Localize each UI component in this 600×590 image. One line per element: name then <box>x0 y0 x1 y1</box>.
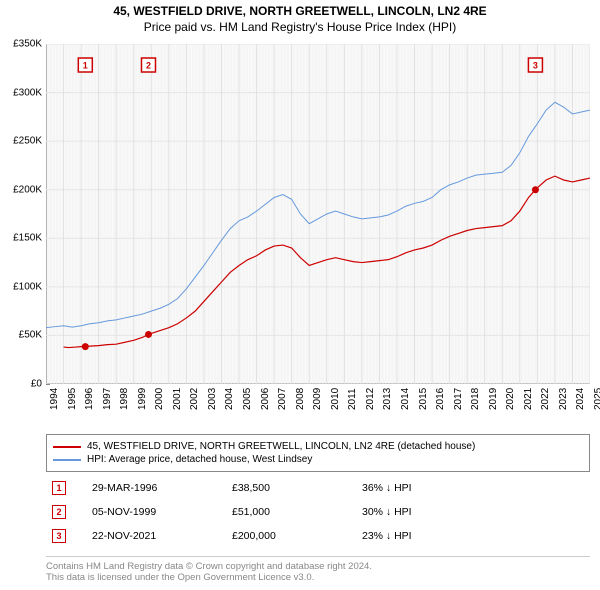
marker-table-badge: 3 <box>52 529 66 543</box>
x-tick-label: 2004 <box>224 388 235 410</box>
x-tick-label: 1999 <box>137 388 148 410</box>
x-tick-label: 2001 <box>172 388 183 410</box>
legend-item: HPI: Average price, detached house, West… <box>53 454 583 465</box>
y-tick-label: £200K <box>13 184 42 195</box>
chart-container: 45, WESTFIELD DRIVE, NORTH GREETWELL, LI… <box>0 0 600 590</box>
x-tick-label: 2022 <box>540 388 551 410</box>
x-tick-label: 2016 <box>435 388 446 410</box>
x-tick-label: 2011 <box>347 388 358 410</box>
x-tick-label: 2023 <box>558 388 569 410</box>
marker-table-price: £51,000 <box>232 506 362 518</box>
plot-svg: 1 2 3 <box>46 44 590 384</box>
x-tick-label: 2024 <box>575 388 586 410</box>
legend-item: 45, WESTFIELD DRIVE, NORTH GREETWELL, LI… <box>53 441 583 452</box>
marker-table-pct: 30% ↓ HPI <box>362 506 412 518</box>
footer-line2: This data is licensed under the Open Gov… <box>46 572 590 583</box>
x-tick-label: 2002 <box>189 388 200 410</box>
legend-label: 45, WESTFIELD DRIVE, NORTH GREETWELL, LI… <box>87 441 475 452</box>
y-tick-label: £250K <box>13 136 42 147</box>
marker-dot-2 <box>145 331 152 338</box>
y-tick-label: £150K <box>13 233 42 244</box>
x-tick-label: 1996 <box>84 388 95 410</box>
x-tick-label: 2010 <box>330 388 341 410</box>
marker-badge-3: 3 <box>528 58 542 72</box>
marker-dot-1 <box>82 343 89 350</box>
marker-dot-3 <box>532 186 539 193</box>
x-tick-label: 2015 <box>418 388 429 410</box>
x-tick-label: 1995 <box>67 388 78 410</box>
legend: 45, WESTFIELD DRIVE, NORTH GREETWELL, LI… <box>46 434 590 472</box>
x-tick-label: 2020 <box>505 388 516 410</box>
legend-label: HPI: Average price, detached house, West… <box>87 454 312 465</box>
x-tick-label: 2017 <box>453 388 464 410</box>
marker-table-date: 22-NOV-2021 <box>92 530 232 542</box>
x-tick-label: 2009 <box>312 388 323 410</box>
legend-swatch <box>53 459 81 461</box>
marker-table-pct: 23% ↓ HPI <box>362 530 412 542</box>
marker-table-price: £200,000 <box>232 530 362 542</box>
x-tick-label: 2000 <box>154 388 165 410</box>
marker-table-pct: 36% ↓ HPI <box>362 482 412 494</box>
x-tick-label: 2021 <box>523 388 534 410</box>
x-axis: 1994 1995 1996 1997 1998 1999 2000 2001 2002 2003… <box>46 384 590 434</box>
x-tick-label: 2018 <box>470 388 481 410</box>
svg-text:2: 2 <box>146 61 151 71</box>
x-tick-label: 2008 <box>295 388 306 410</box>
x-tick-label: 1997 <box>102 388 113 410</box>
x-tick-label: 2007 <box>277 388 288 410</box>
x-tick-label: 2006 <box>260 388 271 410</box>
x-tick-label: 2005 <box>242 388 253 410</box>
marker-table-badge: 1 <box>52 481 66 495</box>
x-tick-label: 2013 <box>382 388 393 410</box>
x-tick-label: 2025 <box>593 388 600 410</box>
x-tick-label: 1994 <box>49 388 60 410</box>
chart-title-address: 45, WESTFIELD DRIVE, NORTH GREETWELL, LI… <box>0 4 600 18</box>
marker-table-price: £38,500 <box>232 482 362 494</box>
marker-table-row: 1 29-MAR-1996£38,50036% ↓ HPI <box>46 476 590 500</box>
marker-table: 1 29-MAR-1996£38,50036% ↓ HPI 2 05-NOV-1999… <box>46 476 590 548</box>
marker-badge-1: 1 <box>78 58 92 72</box>
y-tick-label: £350K <box>13 39 42 50</box>
y-tick-label: £100K <box>13 281 42 292</box>
footer: Contains HM Land Registry data © Crown c… <box>46 556 590 583</box>
legend-swatch <box>53 446 81 448</box>
plot-area: 1 2 3 <box>46 44 590 384</box>
title-block: 45, WESTFIELD DRIVE, NORTH GREETWELL, LI… <box>0 0 600 34</box>
svg-text:1: 1 <box>83 61 88 71</box>
y-tick-label: £50K <box>19 330 42 341</box>
x-tick-label: 2014 <box>400 388 411 410</box>
x-tick-label: 2012 <box>365 388 376 410</box>
marker-table-badge: 2 <box>52 505 66 519</box>
footer-line1: Contains HM Land Registry data © Crown c… <box>46 561 590 572</box>
marker-table-date: 29-MAR-1996 <box>92 482 232 494</box>
x-tick-label: 2003 <box>207 388 218 410</box>
svg-text:3: 3 <box>533 61 538 71</box>
y-tick-label: £300K <box>13 87 42 98</box>
marker-table-row: 2 05-NOV-1999£51,00030% ↓ HPI <box>46 500 590 524</box>
y-tick-label: £0 <box>31 379 42 390</box>
marker-table-row: 3 22-NOV-2021£200,00023% ↓ HPI <box>46 524 590 548</box>
x-tick-label: 2019 <box>488 388 499 410</box>
chart-subtitle: Price paid vs. HM Land Registry's House … <box>0 20 600 34</box>
marker-badge-2: 2 <box>141 58 155 72</box>
y-axis: £0£50K£100K£150K£200K£250K£300K£350K <box>0 44 46 384</box>
x-tick-label: 1998 <box>119 388 130 410</box>
marker-table-date: 05-NOV-1999 <box>92 506 232 518</box>
